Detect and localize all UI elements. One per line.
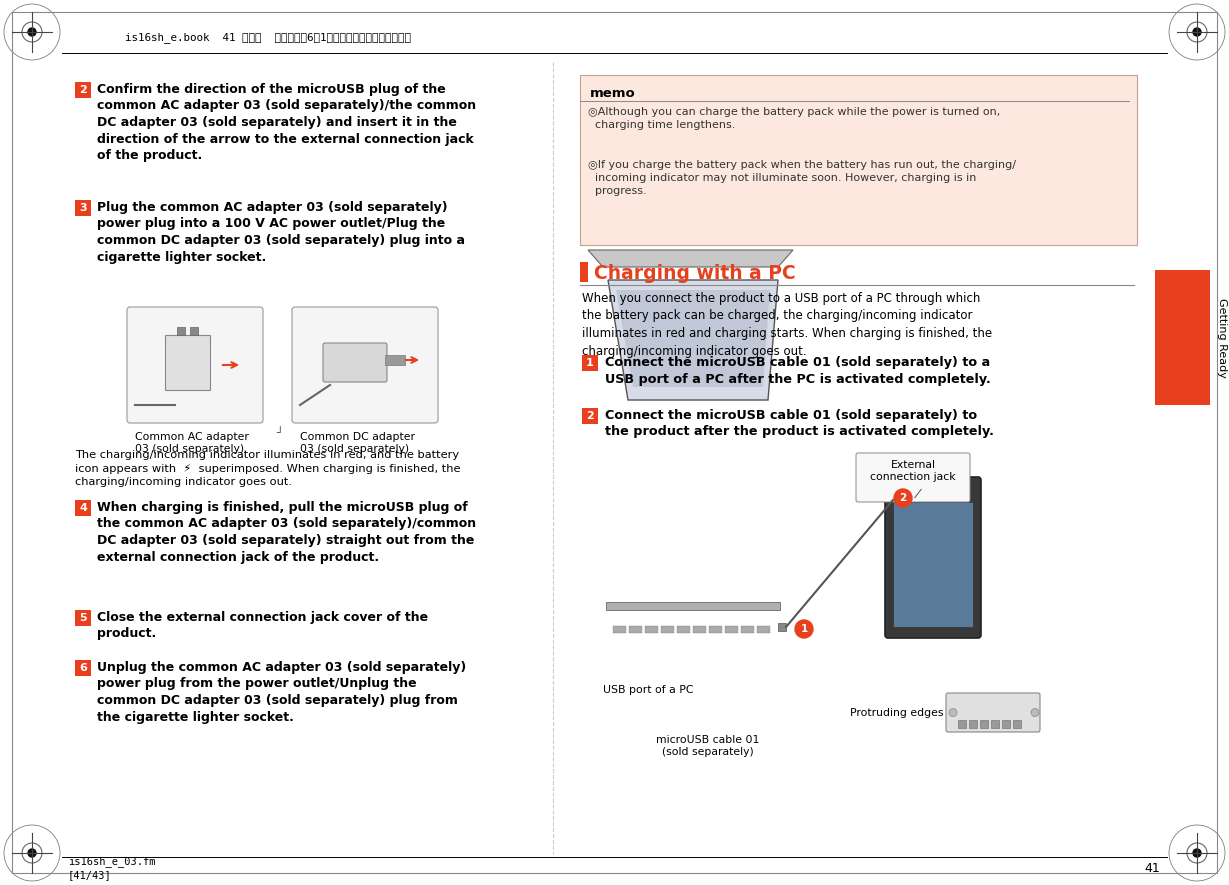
Text: External
connection jack: External connection jack <box>870 460 956 481</box>
Bar <box>580 262 587 282</box>
Bar <box>980 720 988 728</box>
Bar <box>968 720 977 728</box>
Text: When charging is finished, pull the microUSB plug of
the common AC adapter 03 (s: When charging is finished, pull the micr… <box>97 501 476 564</box>
Bar <box>75 500 91 516</box>
Text: ◎Although you can charge the battery pack while the power is turned on,
  chargi: ◎Although you can charge the battery pac… <box>587 107 1000 130</box>
Text: Confirm the direction of the microUSB plug of the
common AC adapter 03 (sold sep: Confirm the direction of the microUSB pl… <box>97 83 476 162</box>
Bar <box>165 335 210 390</box>
Bar <box>918 484 922 488</box>
Bar <box>606 602 780 610</box>
Bar <box>932 484 936 488</box>
Circle shape <box>949 709 957 717</box>
Bar <box>177 327 186 335</box>
Bar <box>677 626 689 633</box>
Circle shape <box>1193 28 1201 36</box>
Text: Connect the microUSB cable 01 (sold separately) to a
USB port of a PC after the : Connect the microUSB cable 01 (sold sepa… <box>605 356 991 386</box>
Bar <box>741 626 755 633</box>
Bar <box>75 82 91 98</box>
Text: Common DC adapter
03 (sold separately): Common DC adapter 03 (sold separately) <box>300 432 415 454</box>
Circle shape <box>893 489 912 507</box>
Text: 41: 41 <box>1144 861 1160 874</box>
FancyBboxPatch shape <box>885 477 981 638</box>
Bar <box>893 502 973 627</box>
Bar <box>645 626 658 633</box>
Bar <box>725 626 737 633</box>
Text: 5: 5 <box>79 613 87 623</box>
Bar <box>925 484 929 488</box>
Text: Common AC adapter
03 (sold separately): Common AC adapter 03 (sold separately) <box>135 432 249 454</box>
Bar <box>661 626 673 633</box>
Bar <box>385 355 406 365</box>
FancyBboxPatch shape <box>946 693 1040 732</box>
Bar <box>908 483 938 489</box>
Bar <box>757 626 771 633</box>
Text: microUSB cable 01
(sold separately): microUSB cable 01 (sold separately) <box>656 735 760 757</box>
Polygon shape <box>608 280 778 400</box>
Circle shape <box>28 28 36 36</box>
Bar <box>957 720 966 728</box>
Bar <box>1002 720 1010 728</box>
Circle shape <box>1193 849 1201 857</box>
Text: Connect the microUSB cable 01 (sold separately) to
the product after the product: Connect the microUSB cable 01 (sold sepa… <box>605 409 994 438</box>
Bar <box>1155 270 1211 405</box>
Polygon shape <box>587 250 793 267</box>
Bar <box>629 626 642 633</box>
Bar <box>709 626 721 633</box>
Text: The charging/incoming indicator illuminates in red, and the battery
icon appears: The charging/incoming indicator illumina… <box>75 450 461 487</box>
Text: 2: 2 <box>586 411 594 421</box>
Text: 1: 1 <box>800 624 807 634</box>
Text: Charging with a PC: Charging with a PC <box>594 264 795 283</box>
Bar <box>75 610 91 626</box>
FancyBboxPatch shape <box>857 453 970 502</box>
Text: Close the external connection jack cover of the
product.: Close the external connection jack cover… <box>97 611 428 641</box>
Text: Plug the common AC adapter 03 (sold separately)
power plug into a 100 V AC power: Plug the common AC adapter 03 (sold sepa… <box>97 201 465 264</box>
FancyBboxPatch shape <box>293 307 438 423</box>
FancyBboxPatch shape <box>323 343 387 382</box>
Text: Unplug the common AC adapter 03 (sold separately)
power plug from the power outl: Unplug the common AC adapter 03 (sold se… <box>97 661 466 724</box>
Bar <box>75 660 91 676</box>
Text: 6: 6 <box>79 663 87 673</box>
Bar <box>583 408 599 424</box>
Text: USB port of a PC: USB port of a PC <box>603 685 693 695</box>
Polygon shape <box>616 290 771 387</box>
Text: 4: 4 <box>79 503 87 513</box>
Bar <box>580 75 1137 245</box>
Circle shape <box>795 620 814 638</box>
Circle shape <box>1031 709 1039 717</box>
Text: ◎If you charge the battery pack when the battery has run out, the charging/
  in: ◎If you charge the battery pack when the… <box>587 160 1016 196</box>
Text: 2: 2 <box>900 493 907 503</box>
Text: When you connect the product to a USB port of a PC through which
the battery pac: When you connect the product to a USB po… <box>583 292 992 358</box>
Bar <box>190 327 198 335</box>
Bar <box>1013 720 1021 728</box>
Bar <box>583 355 599 371</box>
Bar <box>693 626 705 633</box>
Text: memo: memo <box>590 87 635 100</box>
Bar <box>75 200 91 216</box>
Text: is16sh_e_03.fm
[41/43]: is16sh_e_03.fm [41/43] <box>68 856 156 880</box>
Text: Getting Ready: Getting Ready <box>1217 297 1227 377</box>
Bar <box>911 484 916 488</box>
Text: is16sh_e.book  41 ページ  ２０１２年6月1日　金曜日　午後８時４７分: is16sh_e.book 41 ページ ２０１２年6月1日 金曜日 午後８時４… <box>125 33 410 43</box>
FancyBboxPatch shape <box>127 307 263 423</box>
Text: 1: 1 <box>586 358 594 368</box>
Bar <box>778 623 787 631</box>
Bar <box>613 626 626 633</box>
Text: Protruding edges: Protruding edges <box>849 707 943 718</box>
Circle shape <box>28 849 36 857</box>
Text: ┘: ┘ <box>277 428 284 438</box>
Text: 3: 3 <box>79 203 87 213</box>
Bar <box>991 720 999 728</box>
Text: 2: 2 <box>79 85 87 95</box>
